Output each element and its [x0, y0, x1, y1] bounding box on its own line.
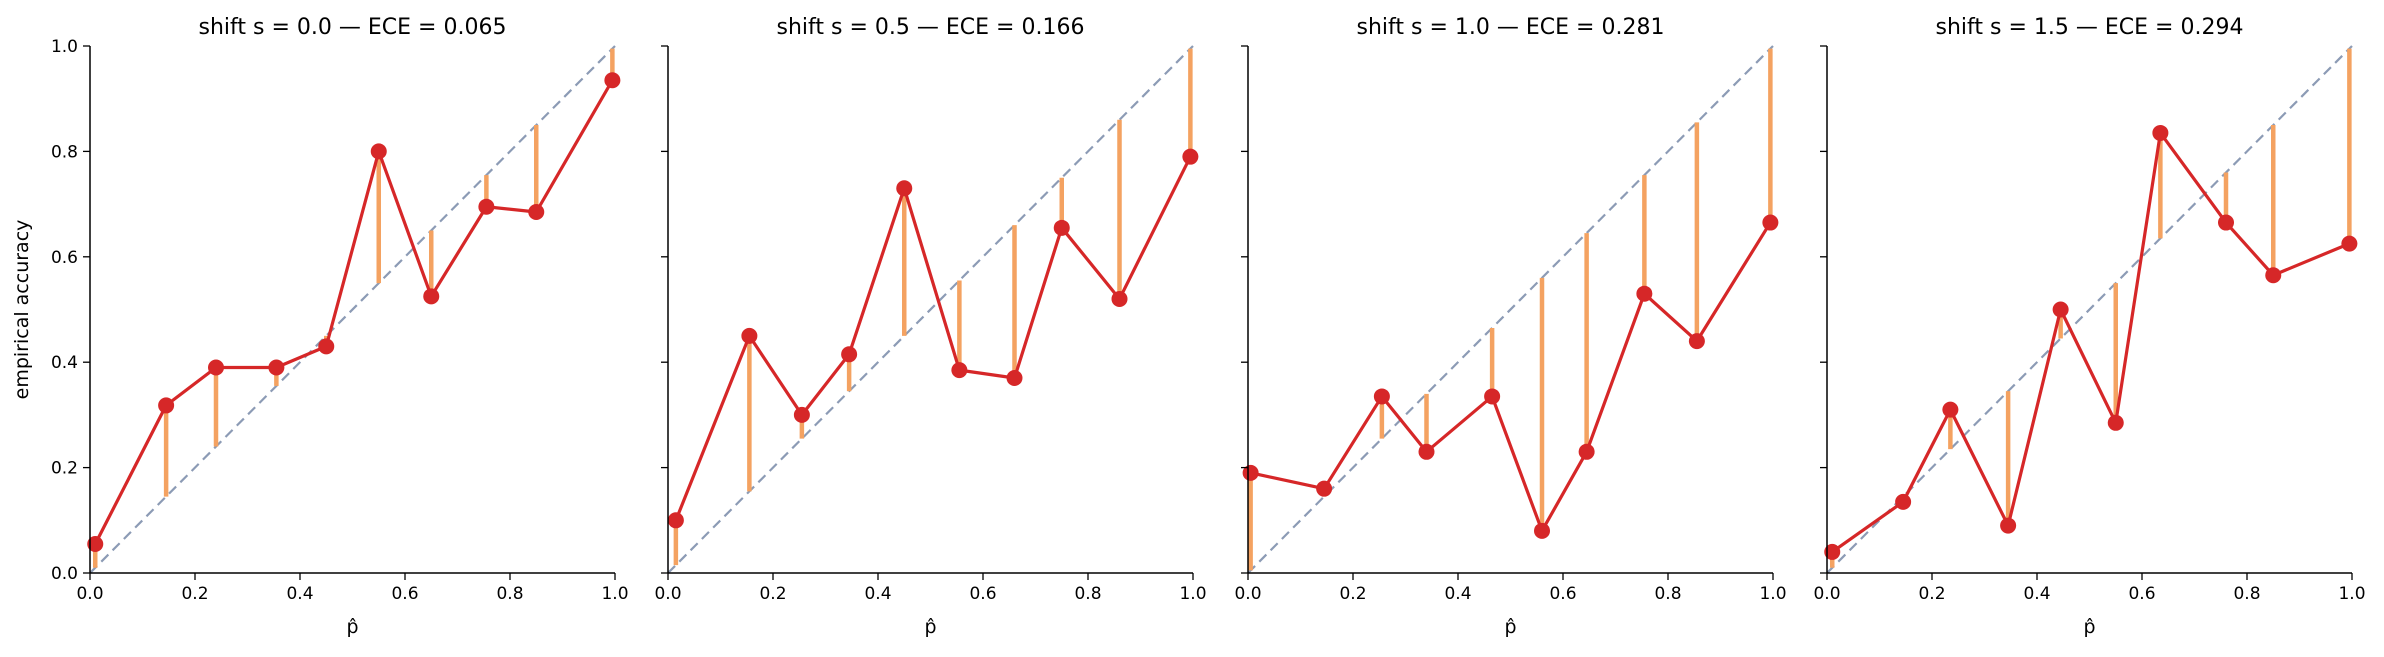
x-tick-label: 0.4: [286, 584, 313, 604]
x-tick-label: 1.0: [2338, 584, 2365, 604]
calibration-point: [1418, 443, 1435, 460]
calibration-curve: [93, 79, 614, 545]
perfect-calibration-diagonal: [1247, 45, 1774, 574]
calibration-point: [1636, 285, 1653, 302]
calibration-point: [2341, 235, 2358, 252]
calibration-point: [318, 338, 335, 355]
x-tick-label: 0.0: [654, 584, 681, 604]
calibration-curve: [1831, 131, 2350, 554]
calibration-curve: [1250, 221, 1772, 533]
calibration-point: [1242, 464, 1259, 481]
calibration-curve: [674, 155, 1192, 521]
calibration-point: [793, 406, 810, 423]
calibration-point: [1762, 214, 1779, 231]
calibration-point: [841, 346, 858, 363]
perfect-calibration-diagonal: [1826, 45, 2353, 574]
calibration-point: [1578, 443, 1595, 460]
calibration-panel-2: shift s = 0.5 — ECE = 0.166 0.0 0.2 0.4 0.6 0…: [654, 15, 1206, 638]
calibration-point: [87, 536, 104, 553]
y-tick-label: 0.8: [51, 142, 78, 162]
calibration-point: [951, 362, 968, 379]
calibration-point: [2052, 301, 2069, 318]
y-tick-label: 1.0: [51, 37, 78, 57]
x-axis-label: p̂: [924, 616, 936, 638]
calibration-point: [2265, 267, 2282, 284]
panel-title: shift s = 0.0 — ECE = 0.065: [199, 15, 507, 40]
x-tick-label: 0.2: [1918, 584, 1945, 604]
calibration-point: [1006, 370, 1023, 387]
calibration-point: [1824, 543, 1841, 560]
x-tick-label: 0.4: [2023, 584, 2050, 604]
x-tick-label: 0.8: [1074, 584, 1101, 604]
y-tick-label: 0.0: [51, 564, 78, 584]
perfect-calibration-diagonal: [667, 45, 1194, 574]
calibration-point: [208, 359, 224, 376]
calibration-point: [2107, 414, 2124, 431]
calibration-point: [1942, 401, 1959, 418]
calibration-point: [478, 198, 495, 215]
calibration-point: [667, 512, 684, 529]
x-tick-label: 0.6: [2128, 584, 2155, 604]
y-axis-label: empirical accuracy: [11, 220, 33, 400]
calibration-point: [1534, 522, 1550, 539]
x-tick-label: 1.0: [1759, 584, 1786, 604]
panel-title: shift s = 1.0 — ECE = 0.281: [1357, 15, 1665, 40]
x-tick-label: 0.0: [1813, 584, 1840, 604]
x-tick-label: 0.4: [864, 584, 891, 604]
calibration-point: [1484, 388, 1501, 405]
x-axis-label: p̂: [2083, 616, 2095, 638]
x-tick-label: 0.0: [76, 584, 103, 604]
calibration-point: [1182, 148, 1199, 165]
calibration-point: [1316, 480, 1333, 497]
calibration-point: [741, 327, 758, 344]
calibration-point: [1373, 388, 1390, 405]
x-tick-label: 0.4: [1444, 584, 1471, 604]
x-axis-label: p̂: [1504, 616, 1516, 638]
calibration-point: [604, 72, 621, 89]
perfect-calibration-diagonal: [89, 45, 616, 574]
calibration-panel-4: shift s = 1.5 — ECE = 0.294 0.0 0.2 0.4 0.6 0…: [1813, 15, 2365, 638]
y-tick-label: 0.6: [51, 248, 78, 268]
calibration-point: [158, 397, 175, 414]
calibration-point: [2152, 124, 2169, 141]
x-tick-label: 0.8: [2233, 584, 2260, 604]
calibration-point: [268, 359, 285, 376]
x-tick-label: 0.6: [1549, 584, 1576, 604]
x-tick-label: 0.8: [496, 584, 523, 604]
x-tick-label: 1.0: [601, 584, 628, 604]
x-tick-label: 0.8: [1654, 584, 1681, 604]
x-tick-label: 0.2: [759, 584, 786, 604]
calibration-point: [528, 204, 545, 221]
x-axis-label: p̂: [346, 616, 358, 638]
calibration-panel-1: shift s = 0.0 — ECE = 0.065 0.00.0 0.2 0.2 0…: [11, 15, 629, 638]
calibration-point: [1111, 290, 1128, 307]
y-tick-label: 0.4: [51, 353, 78, 373]
x-tick-label: 0.6: [969, 584, 996, 604]
x-tick-label: 0.2: [1339, 584, 1366, 604]
calibration-point: [2218, 214, 2234, 231]
panel-title: shift s = 1.5 — ECE = 0.294: [1936, 15, 2244, 40]
x-tick-label: 1.0: [1179, 584, 1206, 604]
calibration-point: [896, 180, 913, 197]
calibration-point: [423, 288, 440, 305]
calibration-point: [1688, 333, 1705, 350]
calibration-point: [1895, 493, 1912, 510]
calibration-point: [2000, 517, 2017, 534]
x-tick-label: 0.2: [181, 584, 208, 604]
calibration-point: [1053, 219, 1070, 236]
calibration-panel-3: shift s = 1.0 — ECE = 0.281 0.0 0.2 0.4 0.6 0…: [1234, 15, 1786, 638]
panel-title: shift s = 0.5 — ECE = 0.166: [777, 15, 1085, 40]
x-tick-label: 0.6: [391, 584, 418, 604]
calibration-point: [370, 143, 387, 160]
y-tick-label: 0.2: [51, 459, 78, 479]
x-tick-label: 0.0: [1234, 584, 1261, 604]
